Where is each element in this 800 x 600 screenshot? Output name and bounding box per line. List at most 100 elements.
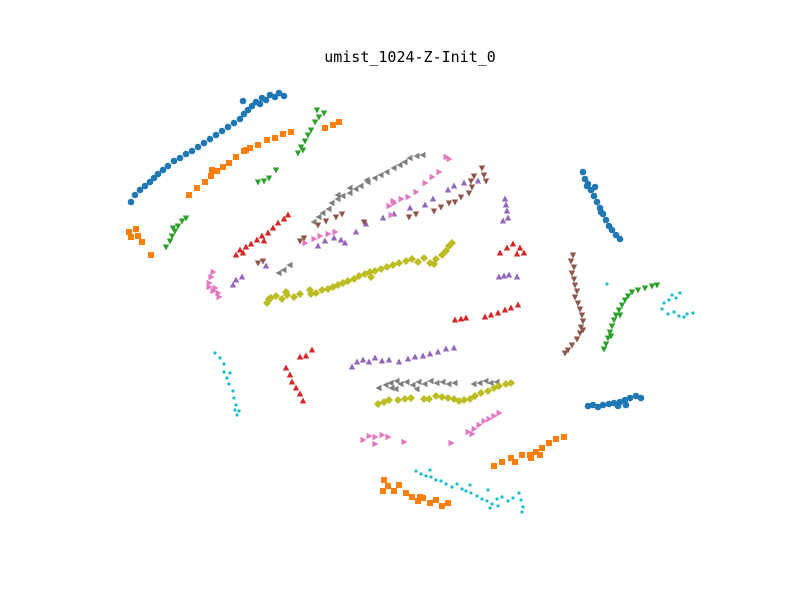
scatter-point [533,449,539,455]
scatter-point [363,176,370,184]
scatter-point [553,436,559,442]
scatter-point [682,315,686,319]
scatter-point [388,384,395,392]
scatter-point [605,400,613,408]
scatter-point [616,312,624,319]
scatter-point [176,154,184,162]
scatter-point [476,379,483,387]
scatter-point [622,401,630,409]
scatter-point [264,137,270,143]
scatter-point [371,174,378,182]
scatter-point [419,472,423,476]
scatter-point [614,402,622,410]
scatter-series-0 [127,89,645,411]
scatter-point [233,408,237,412]
scatter-point [579,327,587,334]
scatter-point [209,167,215,173]
scatter-point [628,289,636,296]
scatter-point [621,297,629,304]
scatter-point [317,232,324,240]
scatter-point [568,270,576,277]
scatter-point [495,497,499,501]
scatter-point [511,496,515,500]
scatter-point [507,304,515,311]
scatter-point [224,123,232,131]
scatter-point [641,285,649,292]
scatter-point [239,97,247,105]
scatter-point [467,178,475,185]
scatter-point [503,244,511,251]
scatter-point [412,211,420,218]
scatter-point [481,417,488,425]
scatter-point [352,185,359,193]
scatter-point [375,384,382,392]
scatter-point [428,468,432,472]
scatter-point [146,178,154,186]
scatter-point [490,502,494,506]
scatter-point [584,402,592,410]
scatter-point [444,482,448,486]
scatter-point [519,498,523,502]
scatter-point [218,127,226,135]
scatter-point [519,452,525,458]
scatter-point [425,395,433,403]
scatter-point [608,226,616,234]
scatter-point [383,168,390,176]
scatter-point [469,491,473,495]
scatter-point [286,371,294,378]
scatter-point [393,377,400,385]
scatter-point [434,348,442,355]
scatter-point [330,234,338,241]
scatter-point [579,168,587,176]
scatter-point [626,394,634,402]
scatter-point [372,433,379,441]
scatter-point [451,316,459,323]
scatter-point [235,413,239,417]
scatter-point [262,262,270,269]
scatter-point [210,287,217,295]
scatter-series-1 [126,119,567,509]
scatter-point [426,350,434,357]
scatter-point [296,353,304,360]
scatter-point [401,438,408,446]
scatter-point [222,370,226,374]
scatter-point [409,381,416,389]
scatter-point [166,238,174,245]
scatter-point [395,259,403,267]
scatter-point [385,396,393,404]
scatter-point [500,495,504,499]
scatter-point [420,395,428,403]
scatter-point [330,122,336,128]
scatter-point [401,395,409,403]
scatter-point [325,205,332,213]
scatter-point [168,233,176,240]
scatter-point [509,240,517,247]
scatter-point [208,173,214,179]
scatter-point [284,211,292,218]
scatter-point [332,228,339,236]
scatter-point [460,396,468,404]
scatter-point [653,282,661,289]
scatter-point [430,208,438,215]
scatter-point [624,293,632,300]
scatter-point [378,357,386,364]
scatter-point [365,358,373,365]
scatter-point [229,281,237,288]
scatter-point [439,479,443,483]
scatter-point [504,214,512,221]
scatter-point [387,379,394,387]
scatter-point [133,226,139,232]
scatter-point [457,194,465,201]
scatter-point [487,311,495,318]
scatter-point [275,89,283,97]
scatter-point [495,382,503,390]
scatter-point [371,354,379,361]
scatter-point [436,168,443,176]
scatter-point [394,396,402,404]
scatter-point [170,157,178,165]
scatter-point [236,115,244,123]
scatter-point [414,469,418,473]
scatter-point [280,266,287,274]
scatter-point [445,500,451,506]
scatter-point [315,213,322,221]
